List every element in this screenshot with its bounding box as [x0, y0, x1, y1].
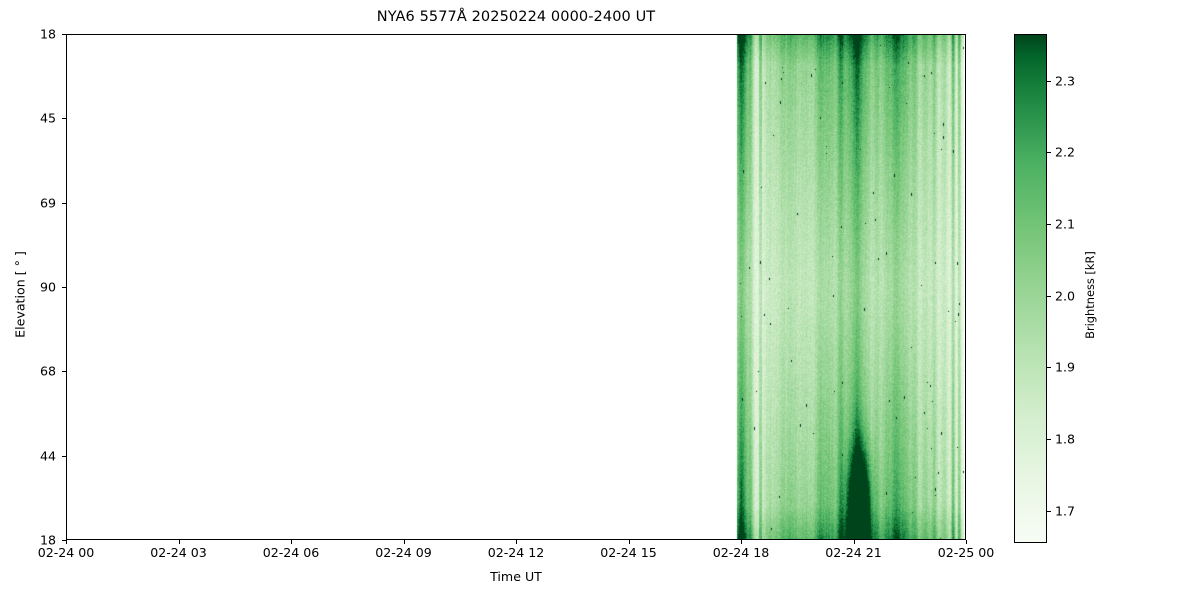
x-tick-label: 02-24 06	[262, 545, 320, 560]
x-tick-label: 02-24 12	[487, 545, 545, 560]
colorbar-label: Brightness [kR]	[1083, 251, 1097, 339]
y-tick	[62, 371, 66, 373]
x-tick-label: 02-24 18	[712, 545, 770, 560]
x-tick	[291, 540, 292, 544]
x-tick	[516, 540, 517, 544]
colorbar-tick	[1047, 510, 1051, 512]
colorbar-tick	[1047, 439, 1051, 441]
colorbar-tick	[1047, 223, 1051, 225]
y-tick-label: 18	[39, 26, 56, 42]
x-tick-label: 02-24 09	[375, 545, 432, 560]
y-tick	[62, 455, 66, 457]
x-tick-label: 02-24 03	[150, 545, 207, 560]
keogram-axes	[66, 34, 966, 540]
y-tick-label: 90	[39, 279, 56, 295]
colorbar-tick-label: 2.2	[1055, 144, 1076, 160]
x-tick-label: 02-25 00	[937, 545, 995, 560]
y-tick	[62, 118, 66, 120]
y-tick-label: 44	[39, 448, 56, 464]
y-tick-label: 68	[39, 363, 56, 379]
colorbar-tick-label: 2.3	[1055, 73, 1076, 89]
y-tick-label: 69	[39, 195, 56, 211]
x-tick	[403, 540, 405, 544]
colorbar-tick	[1047, 80, 1051, 82]
keogram-image	[67, 35, 965, 539]
y-axis-label: Elevation [ ° ]	[12, 251, 28, 338]
y-tick	[62, 287, 66, 288]
chart-title: NYA6 5577Å 20250224 0000-2400 UT	[376, 9, 656, 25]
y-tick	[62, 34, 66, 35]
y-tick-label: 45	[39, 110, 56, 126]
colorbar-tick	[1047, 367, 1051, 369]
x-tick-label: 02-24 15	[600, 545, 657, 560]
x-tick	[966, 540, 967, 544]
colorbar-tick-label: 2.0	[1055, 288, 1076, 304]
x-tick	[66, 540, 67, 544]
colorbar-tick-label: 1.9	[1055, 359, 1076, 375]
x-tick	[178, 540, 180, 544]
colorbar-tick	[1047, 152, 1051, 154]
x-tick-label: 02-24 21	[825, 545, 882, 560]
x-tick	[853, 540, 855, 544]
x-tick	[628, 540, 630, 544]
colorbar-tick	[1047, 295, 1051, 297]
y-tick-label: 18	[39, 532, 56, 548]
colorbar	[1014, 34, 1047, 543]
colorbar-gradient	[1015, 35, 1046, 542]
x-tick	[741, 540, 742, 544]
colorbar-tick-label: 1.7	[1055, 503, 1076, 519]
colorbar-tick-label: 1.8	[1055, 431, 1076, 447]
colorbar-tick-label: 2.1	[1055, 216, 1076, 232]
y-tick	[62, 202, 66, 204]
x-axis-label: Time UT	[490, 569, 542, 584]
x-tick-label: 02-24 00	[37, 545, 95, 560]
y-tick	[62, 540, 66, 541]
